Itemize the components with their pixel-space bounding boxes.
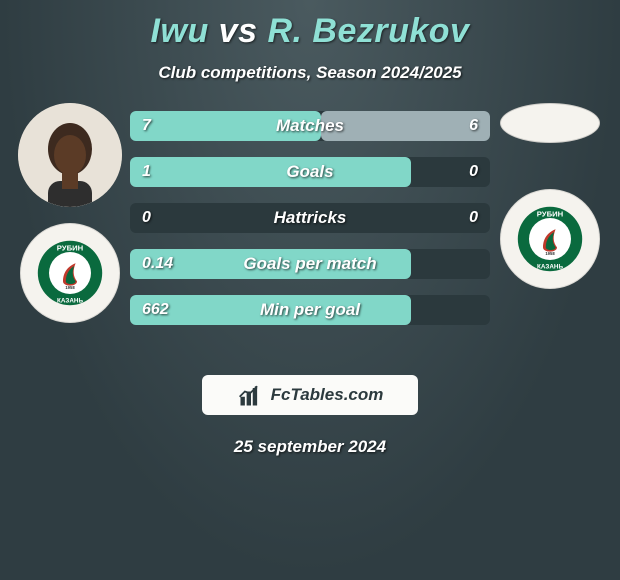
club-badge-icon: РУБИН КАЗАНЬ 1958 [515,204,585,274]
page-title: Iwu vs R. Bezrukov [0,8,620,59]
bar-chart-icon [237,381,265,409]
player1-avatar-icon [18,103,122,207]
club-badge-icon: РУБИН КАЗАНЬ 1958 [35,238,105,308]
player1-column: РУБИН КАЗАНЬ 1958 [10,103,130,323]
stat-row: 10Goals [130,157,490,187]
svg-text:1958: 1958 [545,251,555,256]
comparison-card: Iwu vs R. Bezrukov Club competitions, Se… [0,0,620,457]
player1-avatar [18,103,122,207]
stat-label: Hattricks [130,203,490,233]
stat-fill-left [130,249,411,279]
player2-avatar [500,103,600,143]
badge-top-text: РУБИН [57,244,84,253]
player2-club-badge: РУБИН КАЗАНЬ 1958 [500,189,600,289]
stat-value-right: 0 [469,157,478,187]
stat-row: 662Min per goal [130,295,490,325]
player2-name: R. Bezrukov [267,12,469,50]
stat-fill-right [321,111,490,141]
badge-bottom-text: КАЗАНЬ [57,297,83,304]
stat-fill-left [130,295,411,325]
brand-box[interactable]: FcTables.com [202,375,418,415]
comparison-body: РУБИН КАЗАНЬ 1958 РУБИН КАЗАНЬ 1958 [0,111,620,351]
vs-separator: vs [219,12,258,50]
stat-fill-left [130,111,321,141]
stat-fill-left [130,157,411,187]
stat-row: 0 0Hattricks [130,203,490,233]
stat-row: 76Matches [130,111,490,141]
svg-text:РУБИН: РУБИН [537,210,564,219]
player1-club-badge: РУБИН КАЗАНЬ 1958 [20,223,120,323]
stat-bars: 76Matches10Goals00Hattricks0.14Goals per… [130,111,490,325]
svg-text:КАЗАНЬ: КАЗАНЬ [537,263,563,270]
date-label: 25 september 2024 [0,415,620,457]
player1-name: Iwu [151,12,209,50]
stat-row: 0.14Goals per match [130,249,490,279]
stat-value-right: 0 [469,203,478,233]
brand-label: FcTables.com [271,385,384,405]
player2-column: РУБИН КАЗАНЬ 1958 [490,103,610,289]
badge-year: 1958 [65,285,75,290]
stat-value-left: 0 [142,203,151,233]
